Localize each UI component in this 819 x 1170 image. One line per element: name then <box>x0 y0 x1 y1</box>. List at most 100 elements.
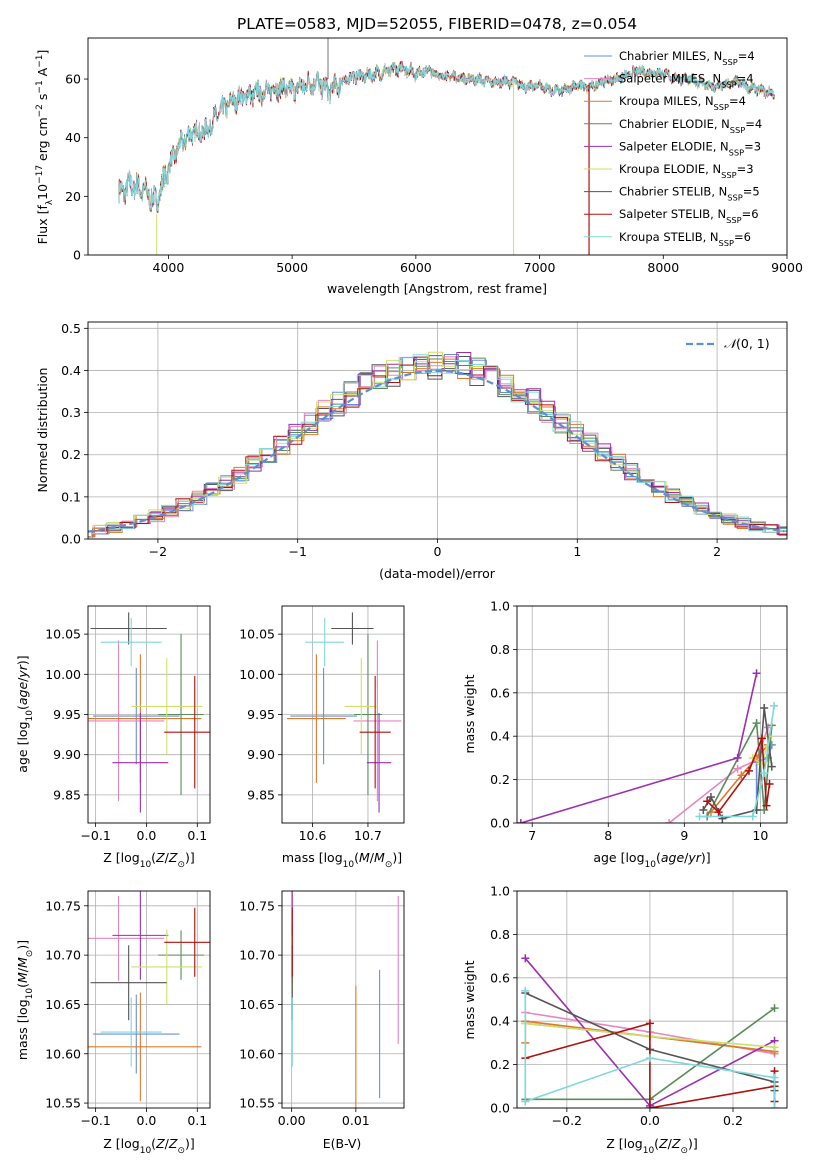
residual-panel: −2 −1 0 1 2 0.0 0.1 0.2 0.3 0.4 0.5 𝒩(0, 1) (data-mo… <box>35 321 788 581</box>
y-tick-label: 10.65 <box>45 997 81 1012</box>
x-tick-label: 0.00 <box>278 1113 306 1128</box>
weight-point-marker <box>706 792 715 801</box>
y-tick-label: 10.75 <box>239 898 275 913</box>
errorbar-point <box>353 640 402 802</box>
errorbar-point <box>100 618 162 667</box>
x-tick-label: 2 <box>713 544 721 559</box>
x-tick-label: 6000 <box>400 260 432 275</box>
legend-entry: Kroupa ELODIE, NSSP=3 <box>619 162 754 180</box>
errorbar-point <box>286 654 346 783</box>
axes-frame <box>281 605 405 824</box>
x-tick-label: 0.2 <box>723 1113 743 1128</box>
weight-point-marker <box>699 805 708 814</box>
weight-point-marker <box>752 719 761 728</box>
y-tick-label: 10.05 <box>45 627 81 642</box>
x-axis-label: Z [log10(Z/Z⊙)] <box>103 1136 195 1156</box>
mass-weight-vs-Z-panel: −0.2 0.0 0.2 0.0 0.2 0.4 0.6 0.8 1.0 Z [log10(Z/Z… <box>462 884 788 1156</box>
y-tick-label: 0.0 <box>490 816 510 831</box>
errorbar-point <box>100 997 162 1067</box>
legend-entry: Kroupa MILES, NSSP=4 <box>619 94 746 112</box>
x-tick-label: 5000 <box>276 260 308 275</box>
y-tick-label: 10.60 <box>45 1046 81 1061</box>
errorbar-point <box>131 658 203 755</box>
x-tick-label: 0.0 <box>137 828 157 843</box>
y-tick-label: 60 <box>65 72 81 87</box>
x-axis-label: age [log10(age/yr)] <box>593 850 710 870</box>
y-tick-label: 10.75 <box>45 898 81 913</box>
y-tick-label: 10.00 <box>239 667 275 682</box>
weight-point-marker <box>765 779 774 788</box>
y-tick-label: 0.1 <box>61 489 81 504</box>
x-tick-label: −0.2 <box>552 1113 582 1128</box>
errorbar-point <box>93 994 180 1074</box>
errorbar-point <box>305 618 345 667</box>
mass-vs-Z-panel: −0.1 0.0 0.1 10.55 10.60 10.65 10.70 10.75 Z [lo… <box>15 890 211 1156</box>
legend-entry: Chabrier MILES, NSSP=4 <box>619 49 755 67</box>
x-tick-label: 4000 <box>153 260 185 275</box>
panels: 4000 5000 6000 7000 8000 90000204060Chabrier … <box>15 37 803 1156</box>
errorbar-point <box>164 907 210 977</box>
mass-weight-vs-age-panel: 7 8 9 10 0.0 0.2 0.4 0.6 0.8 1.0 age [log10(age/yr… <box>462 599 788 870</box>
axes-frame <box>87 605 211 824</box>
weight-point-marker <box>770 1104 779 1108</box>
y-tick-label: 10.05 <box>239 627 275 642</box>
y-tick-label: 0.8 <box>490 642 510 657</box>
y-axis-label: mass weight <box>462 674 477 753</box>
axes-frame <box>87 37 788 256</box>
x-tick-label: 0.1 <box>187 1113 207 1128</box>
axes-frame <box>516 890 788 1109</box>
x-tick-label: 10 <box>752 828 768 843</box>
y-tick-label: 0.2 <box>61 447 81 462</box>
y-tick-label: 10.55 <box>45 1096 81 1111</box>
plot-area <box>88 891 210 1102</box>
weight-series-line <box>702 707 773 820</box>
figure-title: PLATE=0583, MJD=52055, FIBERID=0478, z=0… <box>237 15 637 33</box>
weight-point-marker <box>737 771 746 780</box>
y-tick-label: 0.3 <box>61 405 81 420</box>
plot-area <box>88 351 787 538</box>
errorbar-point <box>164 675 210 789</box>
x-tick-label: 9000 <box>771 260 803 275</box>
errorbar-point <box>158 634 204 795</box>
plot-area <box>291 891 399 1108</box>
x-tick-label: 8000 <box>647 260 679 275</box>
y-tick-label: 1.0 <box>490 884 510 899</box>
plot-area <box>517 669 779 823</box>
y-tick-label: 10.00 <box>45 667 81 682</box>
weight-point-marker <box>760 703 769 712</box>
weight-point-marker <box>703 797 712 806</box>
weight-point-marker <box>752 669 761 678</box>
histogram-series <box>88 354 787 538</box>
x-tick-label: −0.1 <box>80 1113 110 1128</box>
y-tick-label: 10.65 <box>239 997 275 1012</box>
x-axis-label: Z [log10(Z/Z⊙)] <box>606 1136 698 1156</box>
weight-point-marker <box>665 819 674 823</box>
weight-point-marker <box>748 812 757 821</box>
errorbar-point <box>331 612 374 645</box>
legend-entry: Salpeter STELIB, NSSP=6 <box>619 207 759 225</box>
weight-point-marker <box>521 954 530 963</box>
y-tick-label: 0.6 <box>490 685 510 700</box>
x-axis-label: (data-model)/error <box>379 566 496 581</box>
axes-frame <box>87 321 788 540</box>
weight-point-marker <box>521 1097 530 1106</box>
legend-entry: Chabrier ELODIE, NSSP=4 <box>619 117 762 135</box>
weight-point-marker <box>770 1004 779 1013</box>
weight-point-marker <box>770 1073 779 1082</box>
x-tick-label: −2 <box>149 544 167 559</box>
y-tick-label: 0.4 <box>490 1014 510 1029</box>
weight-point-marker <box>744 766 753 775</box>
legend-entry: 𝒩(0, 1) <box>724 336 770 351</box>
plot-area <box>88 612 210 813</box>
weight-point-marker <box>770 1043 779 1052</box>
y-tick-label: 0.0 <box>490 1101 510 1116</box>
histogram-series <box>88 354 787 538</box>
x-tick-label: −0.1 <box>80 828 110 843</box>
spectrum-model-line <box>118 62 775 213</box>
x-tick-label: 1 <box>573 544 581 559</box>
weight-point-marker <box>733 753 742 762</box>
y-tick-label: 20 <box>65 189 81 204</box>
y-axis-label: Normed distribution <box>35 368 50 493</box>
weight-point-marker <box>695 812 704 821</box>
histogram-series <box>88 356 787 538</box>
